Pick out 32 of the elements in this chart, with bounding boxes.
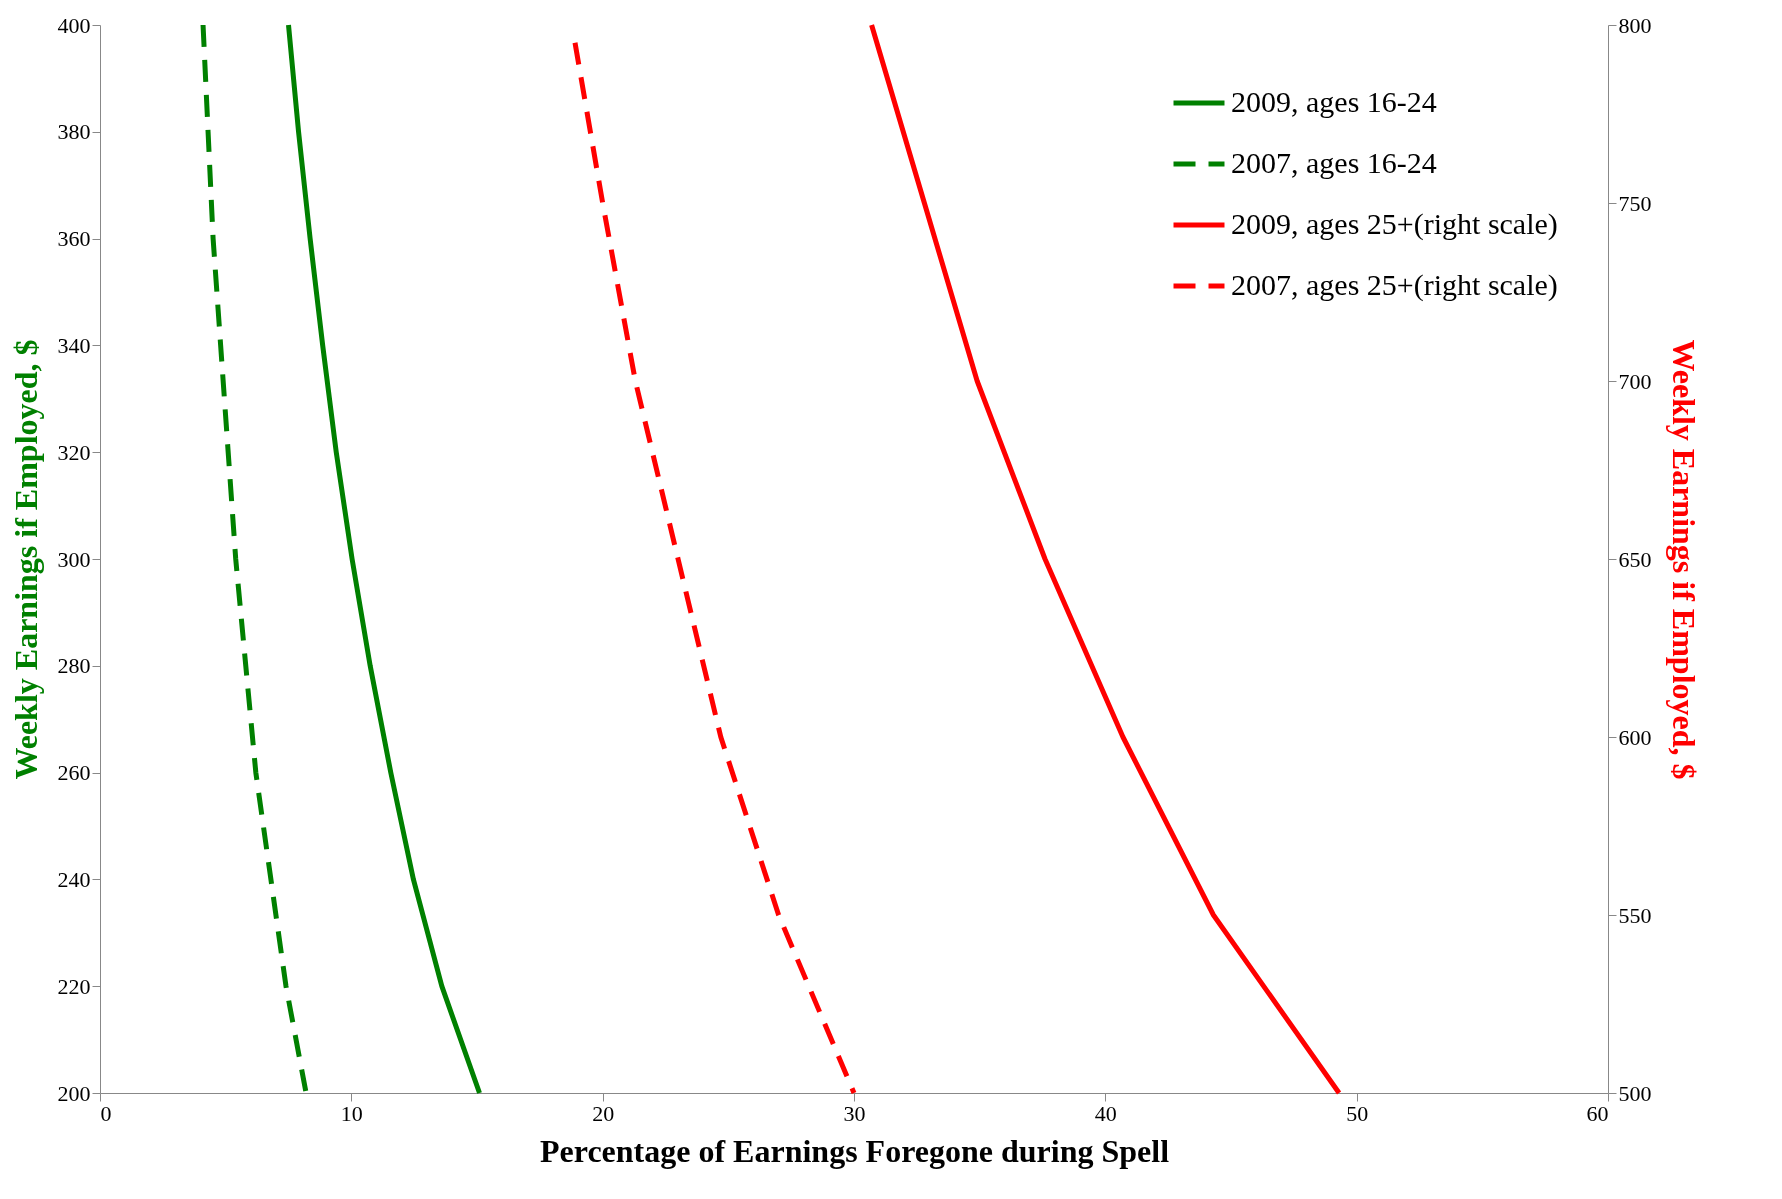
y-tick-label: 360: [57, 226, 91, 252]
legend-label: 2007, ages 16-24: [1231, 146, 1437, 179]
legend-label: 2009, ages 16-24: [1231, 85, 1437, 118]
y2-axis-title: Weekly Earnings if Employed, $: [1665, 339, 1702, 780]
legend-label: 2007, ages 25+(right scale): [1231, 268, 1558, 302]
y-tick-label: 400: [57, 12, 91, 38]
x-tick-label: 0: [100, 1100, 112, 1126]
y2-tick-label: 600: [1618, 724, 1652, 750]
x-tick-label: 30: [843, 1100, 866, 1126]
x-tick-label: 20: [592, 1100, 615, 1126]
x-tick-label: 10: [340, 1100, 363, 1126]
x-axis-title: Percentage of Earnings Foregone during Spell: [539, 1132, 1170, 1169]
y2-tick-label: 800: [1618, 12, 1652, 38]
y-tick-label: 320: [57, 439, 91, 465]
y-tick-label: 280: [57, 653, 91, 679]
y2-tick-label: 650: [1618, 546, 1652, 572]
y-tick-label: 340: [57, 332, 91, 358]
y-tick-label: 260: [57, 760, 91, 786]
y-tick-label: 380: [57, 119, 91, 145]
y-tick-label: 200: [57, 1080, 91, 1106]
y-tick-label: 240: [57, 866, 91, 892]
x-tick-label: 40: [1094, 1100, 1117, 1126]
y-tick-label: 220: [57, 973, 91, 999]
y2-tick-label: 750: [1618, 190, 1652, 216]
y-tick-label: 300: [57, 546, 91, 572]
y-axis-title: Weekly Earnings if Employed, $: [7, 339, 44, 780]
x-tick-label: 50: [1346, 1100, 1369, 1126]
y2-tick-label: 700: [1618, 368, 1652, 394]
legend-label: 2009, ages 25+(right scale): [1231, 207, 1558, 241]
x-tick-label: 60: [1586, 1100, 1609, 1126]
y2-tick-label: 500: [1618, 1080, 1652, 1106]
y2-tick-label: 550: [1618, 902, 1652, 928]
